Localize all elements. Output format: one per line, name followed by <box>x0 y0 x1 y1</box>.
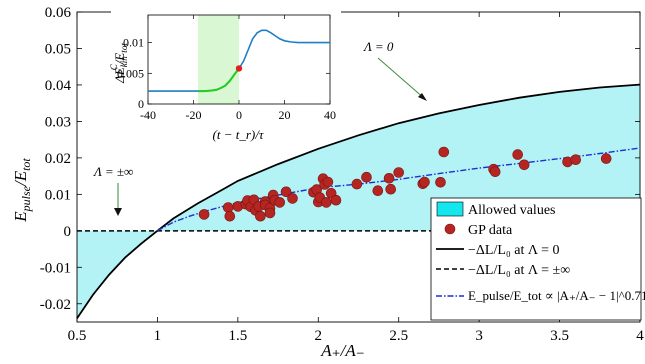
gp-data-point <box>438 146 450 158</box>
gp-data-point <box>351 178 363 190</box>
allowed-region <box>77 84 640 319</box>
inset-y-axis-label: ΔEkinC/Etot <box>109 43 129 84</box>
inset-y-label-sub: kin <box>119 56 129 67</box>
x-tick-label: 0.5 <box>68 328 87 344</box>
legend-swatch-allowed <box>436 201 464 217</box>
gp-data-point <box>280 186 292 198</box>
gp-data-point <box>198 209 210 220</box>
x-tick-label: 1 <box>154 328 162 344</box>
y-tick-label: 0 <box>64 224 72 240</box>
arrowhead-icon <box>418 93 427 101</box>
gp-data-point <box>322 176 334 188</box>
x-tick-label: 4 <box>636 328 644 344</box>
inset-series-line <box>148 29 330 92</box>
annotation-lambda-inf: Λ = ±∞ <box>92 164 133 216</box>
gp-data-point <box>383 173 395 184</box>
y-tick-label: 0.05 <box>45 41 71 57</box>
gp-data-point <box>570 154 582 165</box>
inset-x-tick-label: 40 <box>324 108 336 122</box>
gp-data-point <box>224 210 236 222</box>
gp-data-point <box>222 202 234 213</box>
gp-data-point <box>320 197 332 208</box>
inset-x-tick-label: -20 <box>186 108 202 122</box>
gp-data-point <box>435 177 446 188</box>
inset-x-tick-label: 0 <box>236 108 242 122</box>
y-tick-label: 0.02 <box>45 151 71 167</box>
inset-highlight-segment <box>198 67 240 93</box>
y-axis-label-main: E <box>11 211 30 223</box>
gp-data-point <box>385 183 397 195</box>
inset-y-tick-label: 0 <box>138 97 144 111</box>
annotation-lambda-zero-text: Λ = 0 <box>362 39 394 54</box>
inset-y-label-post: /E <box>112 53 127 66</box>
legend-box <box>430 197 642 321</box>
legend-label-solid: −ΔL/L₀ at Λ = 0 <box>468 243 560 258</box>
legend-label-dashed: −ΔL/L₀ at Λ = ±∞ <box>468 263 570 278</box>
gp-data-point <box>274 197 286 208</box>
annotation-lambda-zero: Λ = 0 <box>362 39 427 101</box>
arrowhead-icon <box>114 208 122 216</box>
gp-data-point <box>372 185 384 196</box>
y-axis-label: Epulse/Etot <box>11 158 33 223</box>
inset-y-tick-label: 0.005 <box>117 66 144 80</box>
gp-data-point <box>419 176 430 188</box>
inset-marker-point <box>235 65 243 72</box>
gp-data-point <box>264 207 276 219</box>
y-tick-label: 0.04 <box>45 78 72 94</box>
legend: Allowed values GP data −ΔL/L₀ at Λ = 0 −… <box>430 197 645 321</box>
x-axis-label: A₊/A₋ <box>320 341 364 360</box>
annotation-lambda-zero-arrow <box>377 57 426 100</box>
gp-data-point <box>330 194 342 206</box>
series-fit-curve <box>157 147 641 232</box>
x-tick-label: 1.5 <box>228 328 247 344</box>
inset-x-tick-label: 20 <box>279 108 291 122</box>
gp-data-point <box>600 153 612 164</box>
legend-label-gp: GP data <box>468 223 513 238</box>
inset-x-axis-label: (t − t_r)/τ <box>213 127 265 142</box>
gp-data-point <box>393 167 405 178</box>
inset-x-tick-label: -40 <box>140 108 156 122</box>
y-tick-label: -0.02 <box>40 297 71 313</box>
x-tick-label: 2 <box>315 328 323 344</box>
gp-data-point <box>361 171 372 183</box>
series-lambda-zero-curve <box>76 83 641 319</box>
annotation-lambda-inf-text: Λ = ±∞ <box>92 164 133 179</box>
legend-label-fit: E_pulse/E_tot ∝ |A₊/A₋ − 1|^0.71 <box>468 288 645 303</box>
y-tick-label: 0.06 <box>45 5 72 21</box>
inset-y-tick-label: 0.01 <box>123 36 144 50</box>
inset-plot: 0 0.005 0.01 -40 -20 0 20 40 <box>111 10 341 139</box>
main-plot: -0.02 -0.01 0 0.01 0.02 0.03 0.04 0.05 0.06 0.5 1 1… <box>40 5 645 344</box>
gp-data-point <box>489 166 501 177</box>
main-axes-box <box>76 11 641 323</box>
gp-data-point <box>255 210 266 222</box>
gp-data-point <box>287 193 298 204</box>
legend-marker-gp <box>444 223 456 235</box>
gp-data-point <box>512 149 524 160</box>
y-tick-label: 0.01 <box>45 187 71 203</box>
gp-data-point <box>518 159 530 171</box>
y-tick-label: -0.01 <box>40 260 71 276</box>
x-tick-label: 2.5 <box>389 328 408 344</box>
x-tick-label: 3.5 <box>550 328 569 344</box>
y-tick-label: 0.03 <box>45 114 71 130</box>
inset-y-label-pre: ΔE <box>112 67 127 84</box>
inset-y-label-sub2: tot <box>119 43 129 53</box>
y-axis-label-sub2: tot <box>19 158 33 171</box>
y-axis-label-sep: /E <box>11 170 30 187</box>
y-axis-label-sub: pulse <box>19 185 33 212</box>
legend-label-allowed: Allowed values <box>468 203 555 218</box>
x-tick-label: 3 <box>475 328 483 344</box>
inset-y-label-sup: C <box>109 63 119 70</box>
